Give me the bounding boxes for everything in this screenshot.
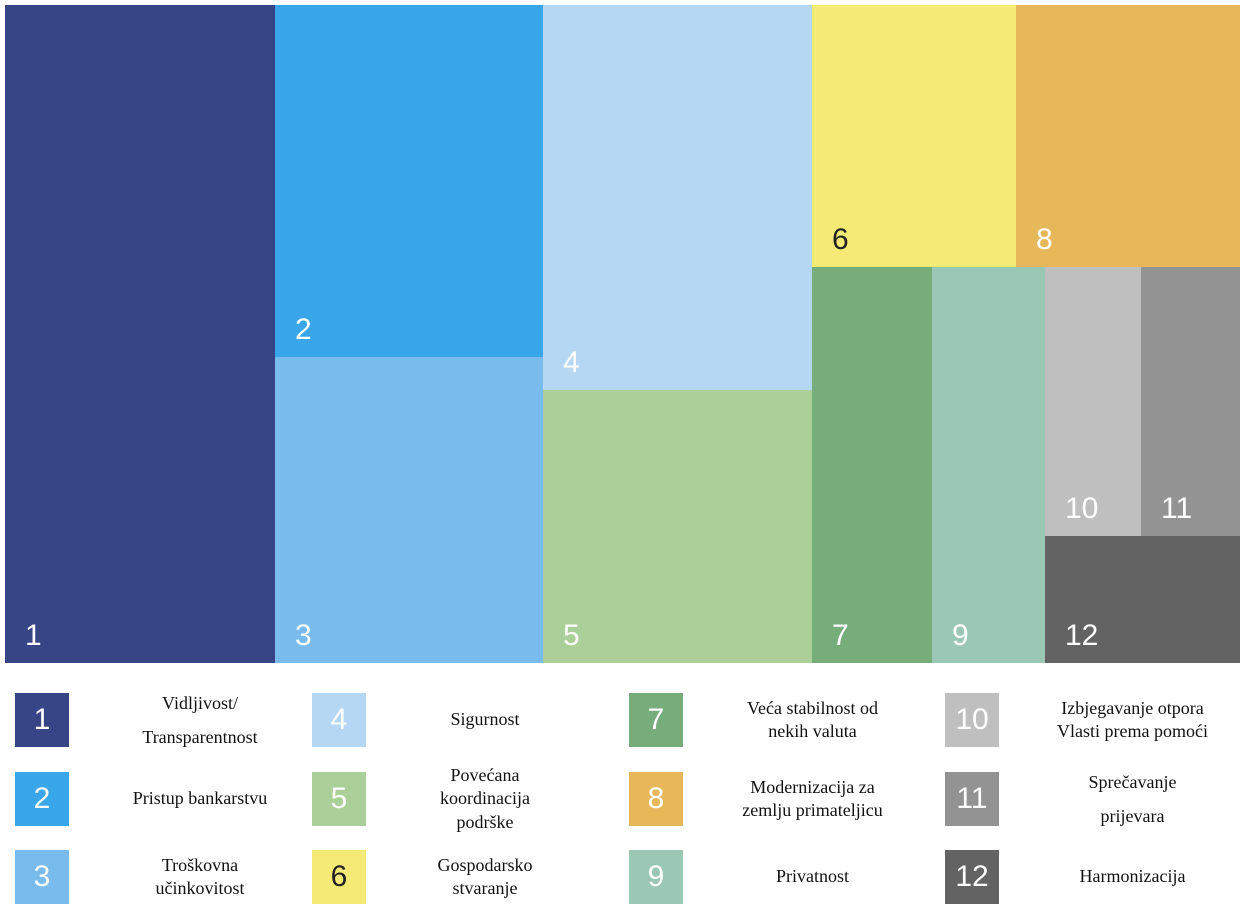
tile-label-8: 8 (1036, 223, 1053, 256)
legend-label-line: Sigurnost (450, 709, 520, 730)
legend-swatch-1: 1 (15, 693, 69, 747)
legend-label-line: Izbjegavanje otpora (1061, 697, 1204, 718)
legend-label-4: Sigurnost (385, 680, 585, 760)
legend-swatch-2: 2 (15, 772, 69, 826)
tile-label-3: 3 (295, 619, 312, 652)
tile-6 (812, 5, 1016, 267)
tile-8 (1016, 5, 1240, 267)
legend-label-line: zemlju primateljicu (742, 800, 883, 820)
legend-label-line: stvaranje (452, 878, 518, 898)
tile-label-9: 9 (952, 619, 969, 652)
tile-label-5: 5 (563, 619, 580, 652)
tile-11 (1141, 267, 1240, 536)
legend-swatch-7: 7 (629, 693, 683, 747)
legend-label-line: Modernizacija za (750, 776, 875, 797)
tile-label-2: 2 (295, 313, 312, 346)
legend-label-line: Transparentnost (142, 727, 258, 747)
legend-swatch-6: 6 (312, 850, 366, 904)
legend-label-3: Troškovna učinkovitost (100, 837, 300, 917)
tile-label-7: 7 (832, 619, 849, 652)
legend-label-line: Sprečavanje (1088, 771, 1177, 792)
legend-label-12: Harmonizacija (1020, 837, 1245, 917)
tile-12 (1045, 536, 1240, 663)
legend-label-line: Veća stabilnost od (747, 697, 878, 718)
legend-swatch-8: 8 (629, 772, 683, 826)
legend-label-line: Troškovna (161, 854, 239, 875)
tile-2 (275, 5, 543, 357)
legend-label-line: Povećana (450, 765, 520, 786)
legend-label-line: Harmonizacija (1079, 866, 1186, 887)
legend-label-7: Veća stabilnost od nekih valuta (700, 680, 925, 760)
legend-label-line: učinkovitost (155, 878, 245, 898)
legend-label-line: nekih valuta (768, 721, 857, 741)
tile-9 (932, 267, 1045, 663)
legend-label-6: Gospodarsko stvaranje (385, 837, 585, 917)
tile-10 (1045, 267, 1141, 536)
tile-label-6: 6 (832, 223, 849, 256)
legend-label-line: Privatnost (775, 866, 849, 887)
legend-label-line: koordinacija (440, 788, 530, 809)
legend-swatch-3: 3 (15, 850, 69, 904)
legend-label-8: Modernizacija za zemlju primateljicu (700, 759, 925, 839)
legend-swatch-9: 9 (629, 850, 683, 904)
legend-label-line: prijevara (1100, 806, 1165, 826)
tile-4 (543, 5, 812, 390)
legend-swatch-5: 5 (312, 772, 366, 826)
tile-7 (812, 267, 932, 663)
legend-label-2: Pristup bankarstvu (100, 759, 300, 839)
legend-label-line: Pristup bankarstvu (132, 788, 268, 809)
tile-5 (543, 390, 812, 663)
tile-3 (275, 357, 543, 663)
tile-1 (5, 5, 275, 663)
legend-label-line: Vlasti prema pomoći (1057, 721, 1208, 741)
legend-label-9: Privatnost (700, 837, 925, 917)
legend-swatch-12: 12 (945, 850, 999, 904)
legend-label-5: Povećana koordinacija podrške (385, 759, 585, 839)
legend-label-line: Vidljivost/ (162, 692, 238, 713)
tile-label-12: 12 (1065, 619, 1098, 652)
legend-label-10: Izbjegavanje otpora Vlasti prema pomoći (1020, 680, 1245, 760)
legend-label-1: Vidljivost/Transparentnost (100, 680, 300, 760)
tile-label-11: 11 (1161, 492, 1192, 525)
tile-label-10: 10 (1065, 492, 1098, 525)
legend-label-line: Gospodarsko (437, 854, 533, 875)
legend-label-11: Sprečavanje prijevara (1020, 759, 1245, 839)
tile-label-1: 1 (25, 619, 42, 652)
legend-swatch-10: 10 (945, 693, 999, 747)
legend-swatch-4: 4 (312, 693, 366, 747)
tile-label-4: 4 (563, 346, 580, 379)
legend-swatch-11: 11 (945, 772, 999, 826)
legend-label-line: podrške (456, 811, 514, 832)
